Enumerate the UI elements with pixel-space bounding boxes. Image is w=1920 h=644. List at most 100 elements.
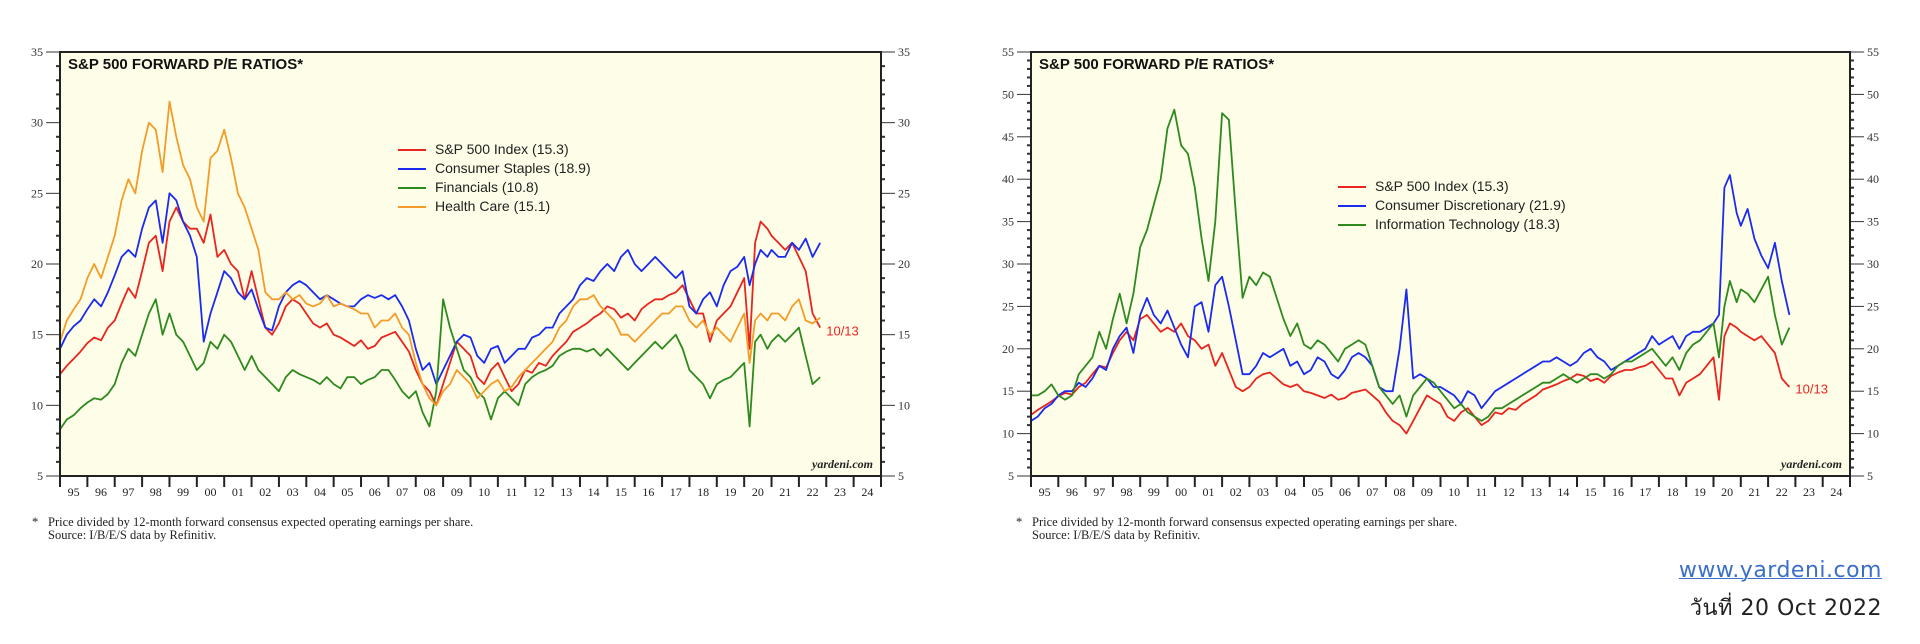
y-tick-label-left: 20 — [1002, 342, 1014, 356]
x-tick-label: 01 — [1202, 485, 1214, 499]
footnote-marker: * — [1016, 515, 1023, 529]
chart-left: 5 5 10 10 15 15 20 20 25 25 30 30 35 35 95 96 97 98 99 00 01… — [0, 0, 960, 560]
x-tick-label: 95 — [1039, 485, 1051, 499]
legend-label: Health Care (15.1) — [435, 198, 550, 214]
x-tick-label: 15 — [1585, 485, 1597, 499]
series-line-4 — [59, 100, 821, 407]
plot-frame — [1030, 51, 1851, 477]
x-tick-label: 96 — [95, 485, 107, 499]
x-tick-label: 23 — [834, 485, 846, 499]
footnote-left: * Price divided by 12-month forward cons… — [32, 516, 473, 542]
x-tick-label: 97 — [122, 485, 134, 499]
y-tick-label-right: 10 — [898, 398, 910, 412]
x-tick-label: 18 — [697, 485, 709, 499]
x-tick-label: 11 — [506, 485, 518, 499]
x-tick-label: 01 — [232, 485, 244, 499]
x-tick-label: 99 — [177, 485, 189, 499]
y-tick-label-left: 10 — [1002, 427, 1014, 441]
y-tick-label-left: 40 — [1002, 172, 1014, 186]
x-tick-label: 07 — [396, 485, 408, 499]
source-text: Source: I/B/E/S data by Refinitiv. — [1032, 528, 1201, 542]
legend-label: S&P 500 Index (15.3) — [435, 141, 569, 157]
y-tick-label-right: 20 — [1867, 342, 1879, 356]
y-tick-label-left: 55 — [1002, 45, 1014, 59]
y-tick-label-right: 15 — [1867, 384, 1879, 398]
y-tick-label-right: 5 — [898, 469, 904, 483]
x-tick-label: 06 — [369, 485, 381, 499]
footnote-marker: * — [32, 515, 39, 529]
x-tick-label: 17 — [1639, 485, 1651, 499]
x-tick-label: 00 — [1175, 485, 1187, 499]
plot-area — [1031, 52, 1850, 476]
x-tick-label: 10 — [1448, 485, 1460, 499]
x-tick-label: 13 — [1530, 485, 1542, 499]
y-tick-label-right: 10 — [1867, 427, 1879, 441]
x-tick-label: 18 — [1667, 485, 1679, 499]
x-tick-label: 11 — [1476, 485, 1488, 499]
watermark: yardeni.com — [810, 457, 873, 471]
chart-title: S&P 500 FORWARD P/E RATIOS* — [1039, 56, 1274, 73]
y-tick-label-right: 40 — [1867, 172, 1879, 186]
y-tick-label-left: 15 — [31, 328, 43, 342]
x-tick-label: 19 — [1694, 485, 1706, 499]
x-tick-label: 95 — [68, 485, 80, 499]
x-tick-label: 24 — [1830, 485, 1842, 499]
y-tick-label-left: 50 — [1002, 87, 1014, 101]
y-tick-label-right: 15 — [898, 328, 910, 342]
x-tick-label: 04 — [314, 485, 326, 499]
y-tick-label-left: 35 — [1002, 215, 1014, 229]
footnote-text: Price divided by 12-month forward consen… — [1032, 515, 1458, 529]
x-tick-label: 98 — [1121, 485, 1133, 499]
y-tick-label-right: 30 — [1867, 257, 1879, 271]
x-tick-label: 05 — [1312, 485, 1324, 499]
series-line-2 — [59, 192, 821, 385]
y-tick-label-left: 25 — [31, 186, 43, 200]
x-tick-label: 17 — [670, 485, 682, 499]
x-tick-label: 20 — [1721, 485, 1733, 499]
x-tick-label: 98 — [150, 485, 162, 499]
x-tick-label: 07 — [1366, 485, 1378, 499]
x-tick-label: 10 — [478, 485, 490, 499]
x-tick-label: 21 — [1748, 485, 1760, 499]
footnote-right: * Price divided by 12-month forward cons… — [1016, 515, 1458, 542]
y-tick-label-right: 5 — [1867, 469, 1873, 483]
x-tick-label: 03 — [287, 485, 299, 499]
y-tick-label-left: 30 — [31, 116, 43, 130]
x-tick-label: 21 — [779, 485, 791, 499]
y-tick-label-right: 35 — [1867, 215, 1879, 229]
x-tick-label: 02 — [1230, 485, 1242, 499]
y-tick-label-left: 10 — [31, 398, 43, 412]
series-line-2 — [1030, 174, 1791, 422]
y-tick-label-left: 30 — [1002, 257, 1014, 271]
y-tick-label-left: 25 — [1002, 299, 1014, 313]
y-tick-label-left: 35 — [31, 45, 43, 59]
chart-right: 5 5 10 10 15 15 20 20 25 25 30 30 35 35 40 40 45 45 50 50 55… — [970, 0, 1920, 560]
x-tick-label: 97 — [1093, 485, 1105, 499]
y-tick-label-right: 45 — [1867, 130, 1879, 144]
series-line-3 — [1031, 108, 1791, 422]
y-tick-label-right: 25 — [1867, 299, 1879, 313]
x-tick-label: 19 — [724, 485, 736, 499]
x-tick-label: 14 — [1557, 485, 1569, 499]
source-text: Source: I/B/E/S data by Refinitiv. — [48, 528, 217, 542]
legend-label: S&P 500 Index (15.3) — [1375, 178, 1509, 194]
x-tick-label: 24 — [861, 485, 873, 499]
y-tick-label-right: 20 — [898, 257, 910, 271]
legend-label: Information Technology (18.3) — [1375, 216, 1560, 232]
x-tick-label: 09 — [451, 485, 463, 499]
x-tick-label: 04 — [1284, 485, 1296, 499]
x-tick-label: 20 — [752, 485, 764, 499]
legend-label: Consumer Staples (18.9) — [435, 160, 591, 176]
date-label: วันที่ 20 Oct 2022 — [1689, 596, 1882, 621]
x-tick-label: 22 — [1776, 485, 1788, 499]
y-tick-label-left: 5 — [37, 469, 43, 483]
x-tick-label: 08 — [1394, 485, 1406, 499]
x-tick-label: 16 — [1612, 485, 1624, 499]
x-tick-label: 15 — [615, 485, 627, 499]
x-tick-label: 08 — [423, 485, 435, 499]
yardeni-link[interactable]: www.yardeni.com — [1678, 558, 1882, 583]
end-date-label: 10/13 — [1795, 382, 1828, 397]
x-tick-label: 06 — [1339, 485, 1351, 499]
y-tick-label-right: 35 — [898, 45, 910, 59]
